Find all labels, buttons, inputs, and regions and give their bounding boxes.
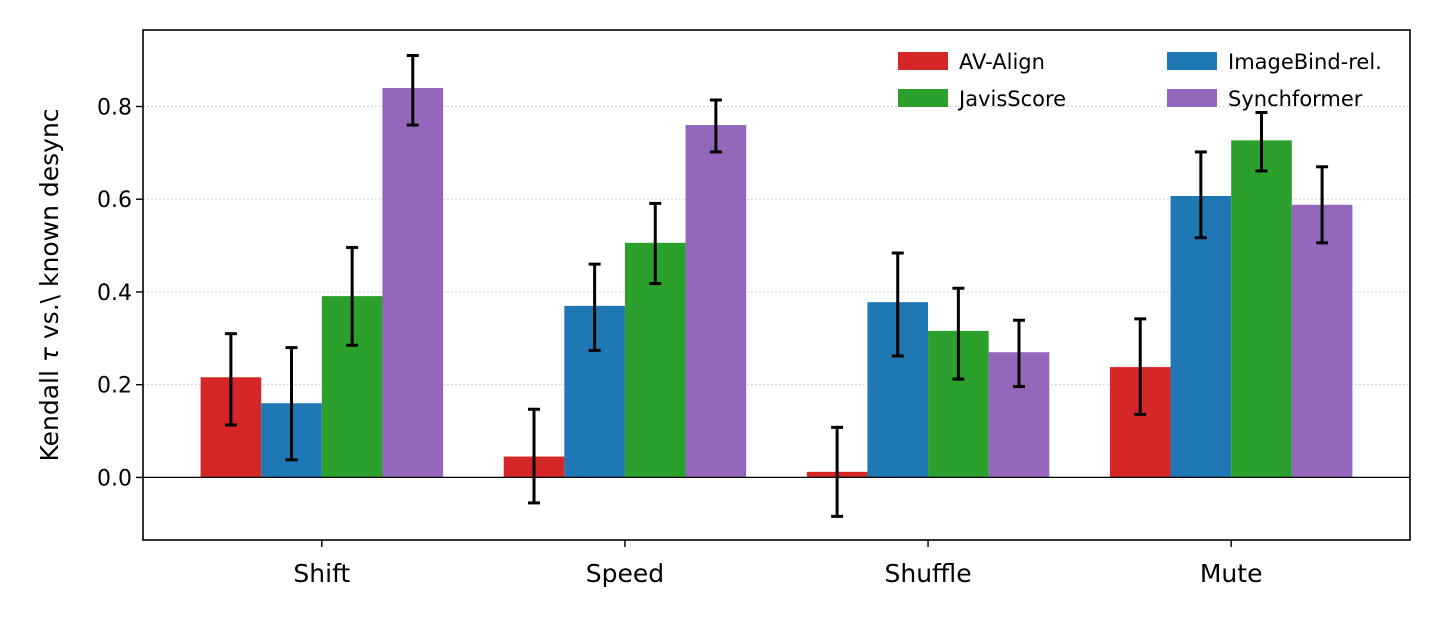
legend-label: ImageBind-rel.	[1228, 50, 1382, 74]
y-axis-label-prefix: Kendall	[35, 362, 64, 461]
y-tick-label: 0.8	[97, 96, 132, 121]
legend: AV-Align ImageBind-rel. JavisScore Synchfor…	[898, 50, 1382, 111]
y-axis-label-suffix: vs.\ known desync	[35, 108, 64, 347]
y-axis-label: Kendall τ vs.\ known desync	[35, 108, 64, 461]
error-bars	[224, 54, 1329, 518]
legend-label: AV-Align	[959, 50, 1045, 74]
y-axis-label-symbol: τ	[35, 346, 64, 362]
bars	[200, 87, 1353, 478]
legend-label: Synchformer	[1228, 87, 1363, 111]
x-tick-label: Shift	[293, 559, 350, 588]
y-tick-label: 0.2	[97, 374, 132, 399]
x-tick-label: Speed	[586, 559, 664, 588]
bar	[1231, 140, 1292, 478]
x-tick-label: Shuffle	[885, 559, 972, 588]
x-tick-label: Mute	[1200, 559, 1263, 588]
y-tick-label: 0.4	[97, 281, 132, 306]
bar	[382, 87, 444, 478]
plot-frame	[142, 29, 1411, 541]
legend-swatch	[1167, 89, 1217, 107]
bar	[1170, 195, 1232, 478]
x-axis-ticks: Shift Speed Shuffle Mute	[293, 540, 1262, 588]
legend-swatch	[898, 89, 948, 107]
y-tick-label: 0.6	[97, 188, 132, 213]
bar	[685, 125, 747, 478]
bar	[1291, 204, 1353, 478]
legend-label: JavisScore	[957, 87, 1066, 111]
legend-swatch	[1167, 52, 1217, 70]
legend-swatch	[898, 52, 948, 70]
y-axis-ticks: 0.0 0.2 0.4 0.6 0.8	[97, 96, 143, 491]
y-tick-label: 0.0	[97, 466, 132, 491]
